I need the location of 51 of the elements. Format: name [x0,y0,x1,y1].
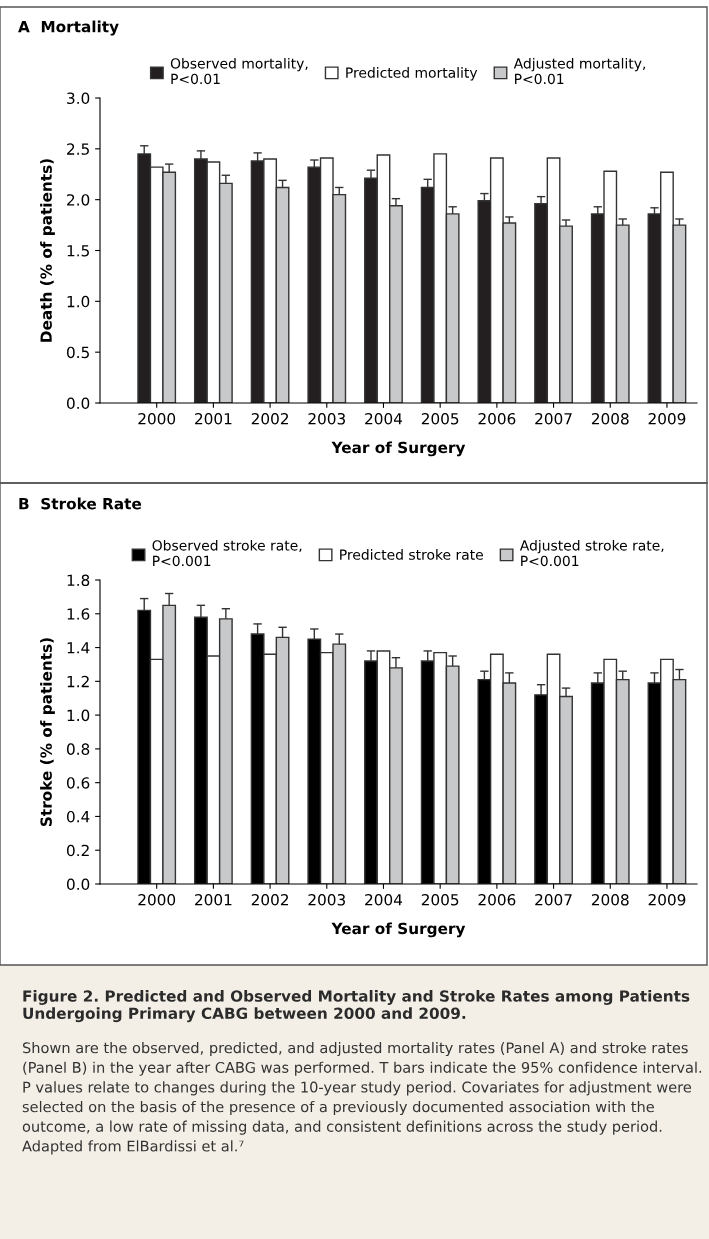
x-tick-label: 2001 [195,412,232,425]
x-tick-label: 2008 [591,412,629,425]
caption: Figure 2. Predicted and Observed Mortality and Stroke Rates among Patients Undergoing Primary CABG between 2000 and 2009. [23,990,690,1023]
y-tick-label: 1.8 [67,574,90,587]
y-tick-label: 0.5 [66,346,89,359]
x-tick-label: 2002 [251,412,288,425]
y-tick-label: 1.4 [67,642,90,654]
y-tick-label: 0.6 [66,777,90,789]
x-tick-label: 2003 [308,412,345,425]
x-axis-title: Year of Surgery [331,922,466,938]
x-tick-label: 2000 [138,412,176,425]
y-tick-label: 1.5 [67,245,89,257]
x-tick-label: 2007 [535,893,572,906]
y-tick-label: 3.0 [67,92,90,105]
y-tick-label: 1.6 [67,608,90,620]
y-tick-label: 0.0 [66,878,90,891]
x-tick-label: 2004 [365,412,403,425]
legend-label: Predicted stroke rate [340,549,483,560]
x-axis-title: Year of Surgery [331,441,466,457]
y-tick-label: 0.0 [66,397,90,410]
y-tick-label: 0.4 [66,810,90,823]
x-tick-label: 2005 [421,412,459,425]
x-tick-label: 2003 [308,893,345,906]
y-tick-label: 0.2 [66,844,89,857]
legend-label: Observed mortality, P<0.01 [170,57,308,85]
x-tick-label: 2007 [535,412,572,425]
x-tick-label: 2005 [421,893,459,906]
x-tick-label: 2000 [138,893,176,906]
y-tick-label: 2.0 [67,194,90,206]
legend-label: Adjusted stroke rate, P<0.001 [519,539,664,567]
y-tick-label: 1.0 [67,709,90,722]
x-tick-label: 2001 [195,893,232,906]
x-tick-label: 2004 [365,893,403,906]
text: Shown are the observed, predicted, and adjusted mortality rates (Panel A) and stroke rates (Panel B) in the year after CABG was performed. T bars indicate the 95% confidence interval. P values relate to changes during the 10-year study period. Covariates for adjustment were selected on the basis of the presence of a previously documented association with the outcome, a low rate of missing data, and consistent definitions across the study period. Adapted from ElBardissi et al.⁷ [22,1042,702,1155]
x-tick-label: 2006 [478,893,516,906]
legend-label: Adjusted mortality, P<0.01 [513,57,646,85]
y-axis-title: Stroke (% of patients) [40,638,55,827]
y-tick-label: 1.0 [67,295,90,308]
y-tick-label: 1.2 [67,675,89,688]
x-tick-label: 2002 [251,893,288,906]
x-tick-label: 2009 [648,893,686,906]
y-tick-label: 0.8 [66,743,90,755]
legend-label: Predicted mortality [346,67,478,81]
y-tick-label: 2.5 [67,143,89,155]
chart-title: B Stroke Rate [19,497,142,510]
x-tick-label: 2006 [478,412,516,425]
y-axis-title: Death (% of patients) [40,159,55,342]
x-tick-label: 2008 [591,893,629,906]
x-tick-label: 2009 [648,412,686,425]
chart-title: A Mortality [18,20,119,36]
legend-label: Observed stroke rate, P<0.001 [152,539,302,567]
